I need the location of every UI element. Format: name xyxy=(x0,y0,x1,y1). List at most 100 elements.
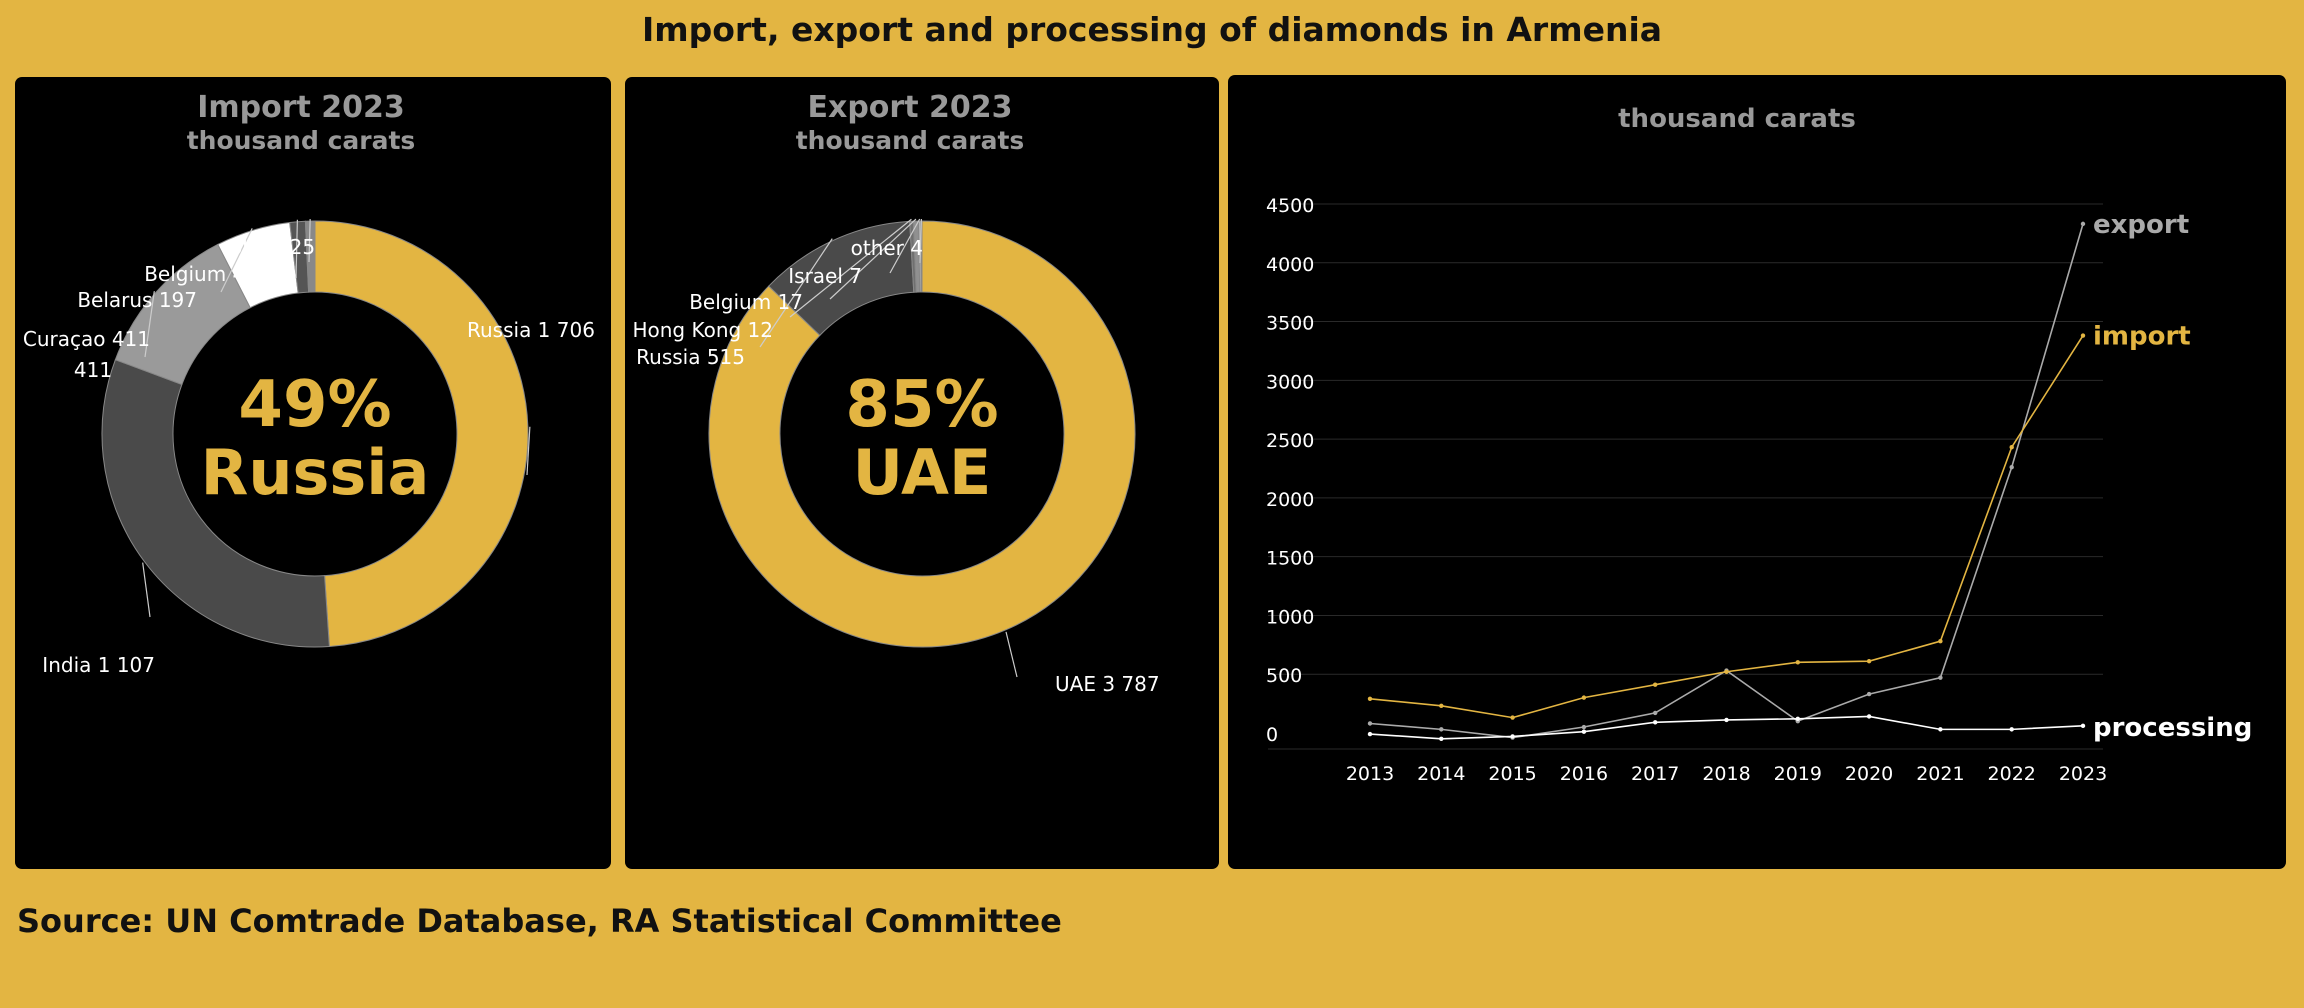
slice-label-other-4: other 4 xyxy=(851,236,923,260)
chart-title: Import, export and processing of diamond… xyxy=(641,10,1663,49)
point-processing-2019 xyxy=(1795,716,1800,721)
leader-russia-515 xyxy=(759,238,833,348)
leader-cura-ao-411 xyxy=(144,291,155,358)
slice-uae-3-787 xyxy=(708,220,1136,648)
point-export-2020 xyxy=(1866,691,1872,697)
point-export-2023 xyxy=(2080,221,2086,227)
center-percent: 85% xyxy=(845,368,998,442)
center-percent: 49% xyxy=(238,368,391,442)
series-label-import: import xyxy=(2093,322,2191,352)
point-processing-2018 xyxy=(1724,717,1729,723)
y-tick-0: 0 xyxy=(1266,724,1278,746)
donut-title: Export 2023 xyxy=(807,90,1012,125)
leader-india-1-107 xyxy=(142,562,151,618)
point-processing-2023 xyxy=(2080,723,2086,729)
source-note: Source: UN Comtrade Database, RA Statist… xyxy=(17,902,1062,940)
y-tick-1000: 1000 xyxy=(1266,606,1314,628)
series-label-export: export xyxy=(2093,210,2189,240)
donut-title: Import 2023 xyxy=(197,90,405,125)
leader-uae-3-787 xyxy=(1005,631,1018,678)
leader-hong-kong-12 xyxy=(789,218,912,318)
point-import-2014 xyxy=(1439,703,1444,709)
leader-other-4 xyxy=(919,218,922,264)
point-import-2023 xyxy=(2080,333,2086,338)
y-tick-4000: 4000 xyxy=(1266,254,1314,276)
y-tick-4500: 4500 xyxy=(1266,195,1314,217)
point-processing-2021 xyxy=(1938,727,1943,732)
point-import-2013 xyxy=(1367,696,1373,702)
point-import-2018 xyxy=(1724,669,1729,674)
y-tick-2500: 2500 xyxy=(1266,430,1314,452)
leader-russia-1-706 xyxy=(526,426,531,476)
point-processing-2022 xyxy=(2009,727,2014,732)
point-import-2022 xyxy=(2009,445,2014,450)
donut-subtitle: thousand carats xyxy=(187,126,416,155)
export-panel: Export 2023 thousand carats UAE 3 787 Russi… xyxy=(625,77,1219,869)
y-tick-2000: 2000 xyxy=(1266,489,1314,511)
leader-belgium-41 xyxy=(295,219,298,279)
leader-belarus-197 xyxy=(220,228,253,293)
x-tick-2013: 2013 xyxy=(1346,763,1394,785)
slice-label-belgium-17: Belgium 17 xyxy=(689,290,803,314)
trend-panel: thousand carats 0 500 1000 1500 2000 2500 3000 3… xyxy=(1228,75,2286,869)
point-processing-2014 xyxy=(1439,736,1444,741)
y-tick-3000: 3000 xyxy=(1266,371,1314,393)
point-import-2021 xyxy=(1938,639,1943,644)
point-export-2021 xyxy=(1938,675,1943,680)
y-tick-1500: 1500 xyxy=(1266,548,1314,570)
series-line-import xyxy=(1369,335,2084,719)
slice-label-belgium-41: Belgium 41 xyxy=(144,262,258,286)
point-processing-2016 xyxy=(1581,729,1587,734)
slice-label-russia-1-706: Russia 1 706 xyxy=(467,318,595,342)
x-tick-2020: 2020 xyxy=(1845,763,1893,785)
slice-russia-1-706 xyxy=(314,220,529,648)
point-import-2016 xyxy=(1581,695,1587,700)
x-tick-2018: 2018 xyxy=(1702,763,1750,785)
point-processing-2015 xyxy=(1510,734,1515,739)
slice-label-extra: 411 xyxy=(74,358,112,382)
point-import-2017 xyxy=(1653,682,1658,687)
x-tick-2019: 2019 xyxy=(1774,763,1822,785)
point-processing-2013 xyxy=(1367,731,1373,737)
donut-subtitle: thousand carats xyxy=(796,126,1025,155)
slice-label-israel-7: Israel 7 xyxy=(788,264,862,288)
slice-label-uae-3-787: UAE 3 787 xyxy=(1055,672,1160,696)
leader-belgium-17 xyxy=(829,218,917,300)
x-tick-2021: 2021 xyxy=(1916,763,1964,785)
point-export-2013 xyxy=(1367,721,1373,726)
slice-label-hong-kong-12: Hong Kong 12 xyxy=(632,318,773,342)
x-tick-2014: 2014 xyxy=(1417,763,1465,785)
x-tick-2016: 2016 xyxy=(1560,763,1608,785)
center-country: Russia xyxy=(201,436,430,509)
point-import-2015 xyxy=(1510,715,1515,720)
point-export-2022 xyxy=(2009,465,2014,470)
y-tick-3500: 3500 xyxy=(1266,313,1314,335)
x-tick-2023: 2023 xyxy=(2059,763,2107,785)
slice-label-cura-ao-411: Curaçao 411 xyxy=(23,327,150,351)
point-export-2014 xyxy=(1439,727,1444,732)
point-import-2020 xyxy=(1866,658,1872,664)
x-tick-2022: 2022 xyxy=(1988,763,2036,785)
trend-line-chart: thousand carats 0 500 1000 1500 2000 2500 3000 3… xyxy=(1266,104,2252,785)
x-tick-2015: 2015 xyxy=(1488,763,1536,785)
leader-israel-7 xyxy=(889,218,921,274)
point-processing-2020 xyxy=(1866,714,1872,719)
slice-other-25 xyxy=(304,220,316,293)
slice-india-1-107 xyxy=(101,359,330,648)
slice-label-india-1-107: India 1 107 xyxy=(42,653,155,677)
x-tick-2017: 2017 xyxy=(1631,763,1679,785)
point-export-2016 xyxy=(1581,724,1587,730)
slice-label-other-25: other 25 xyxy=(230,235,315,259)
series-label-processing: processing xyxy=(2093,713,2252,743)
import-panel: Import 2023 thousand carats Russia 1 706 In… xyxy=(15,77,611,869)
slice-label-russia-515: Russia 515 xyxy=(636,345,745,369)
y-tick-500: 500 xyxy=(1266,665,1302,687)
slice-label-belarus-197: Belarus 197 xyxy=(77,288,197,312)
line-chart-title: thousand carats xyxy=(1618,104,1856,134)
series-line-export xyxy=(1369,223,2084,739)
point-export-2017 xyxy=(1653,710,1658,716)
center-country: UAE xyxy=(853,436,992,509)
point-processing-2017 xyxy=(1653,720,1658,725)
